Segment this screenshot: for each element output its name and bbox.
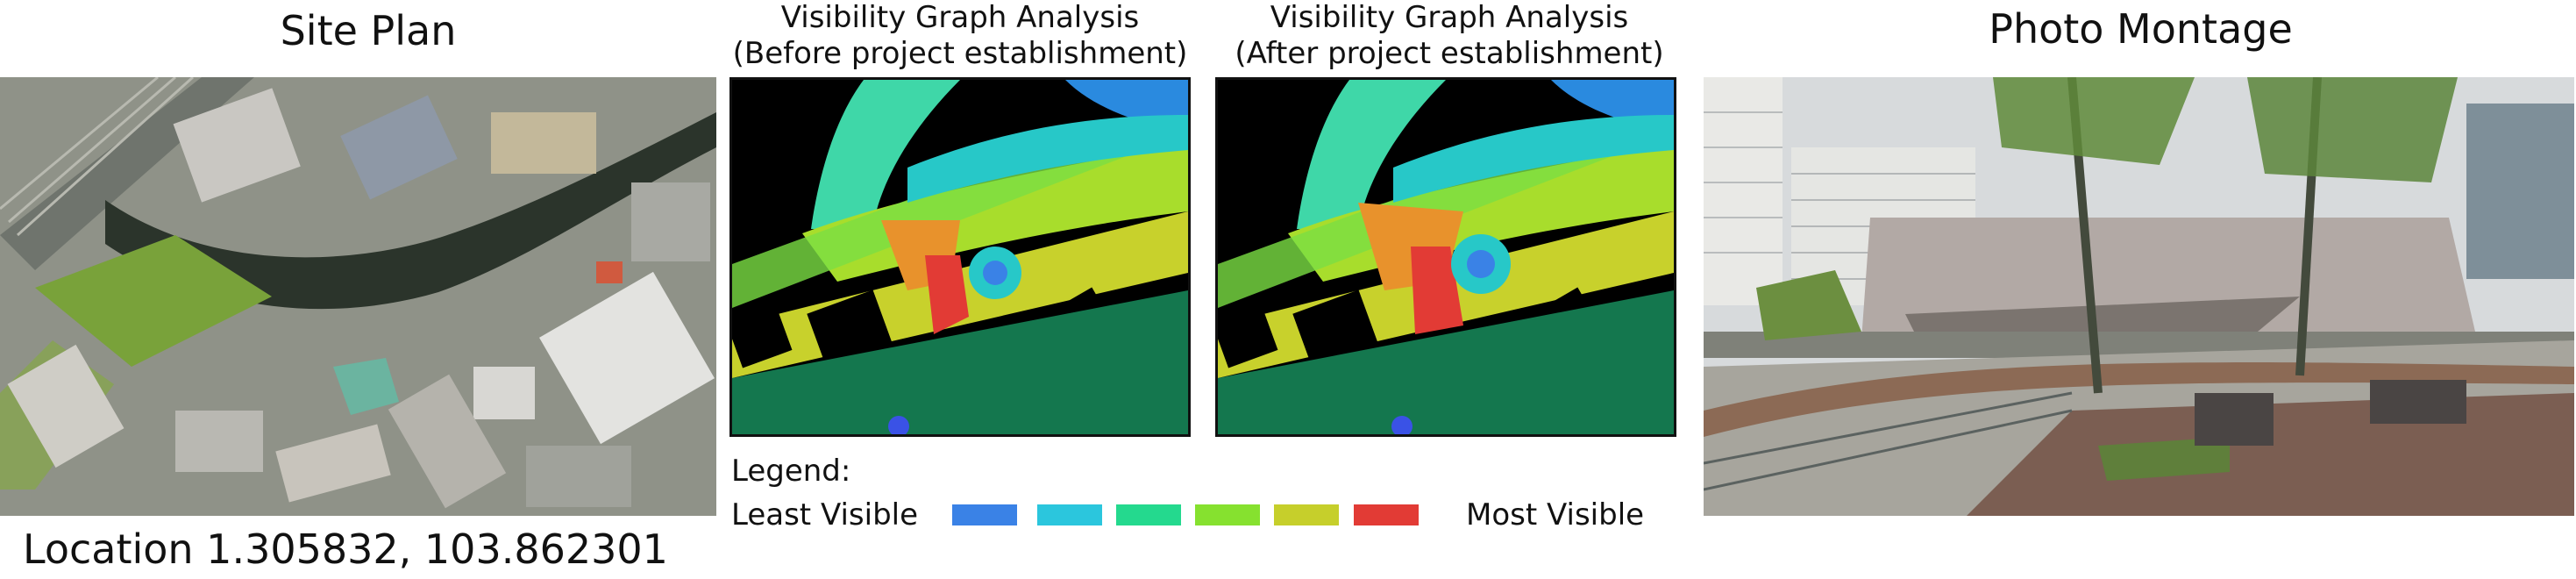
vga-before-map <box>729 77 1191 437</box>
photo-montage-image <box>1704 77 2574 516</box>
legend-least-label: Least Visible <box>731 497 919 533</box>
photo-montage-illustration <box>1704 77 2574 516</box>
photo-montage-title: Photo Montage <box>1989 5 2293 53</box>
site-plan-image <box>0 77 716 516</box>
vga-before-heatmap <box>732 80 1188 434</box>
legend-swatch-6 <box>1354 504 1419 525</box>
legend-swatch-1 <box>952 504 1017 525</box>
vga-before-title-line1: Visibility Graph Analysis <box>780 0 1140 35</box>
vga-before-title: Visibility Graph Analysis (Before projec… <box>728 0 1192 72</box>
legend-swatch-5 <box>1274 504 1339 525</box>
vga-after-title-line1: Visibility Graph Analysis <box>1270 0 1629 35</box>
legend-swatch-3 <box>1116 504 1181 525</box>
vga-before-title-line2: (Before project establishment) <box>732 35 1188 71</box>
aerial-map-illustration <box>0 77 716 516</box>
legend-swatch-4 <box>1195 504 1260 525</box>
location-label: Location 1.305832, 103.862301 <box>23 525 668 573</box>
legend-heading: Legend: <box>731 454 851 489</box>
legend-swatch-2 <box>1037 504 1102 525</box>
vga-after-title: Visibility Graph Analysis (After project… <box>1217 0 1682 72</box>
vga-after-title-line2: (After project establishment) <box>1235 35 1664 71</box>
legend-most-label: Most Visible <box>1466 497 1645 533</box>
vga-after-heatmap <box>1218 80 1674 434</box>
vga-after-map <box>1215 77 1676 437</box>
site-plan-title: Site Plan <box>280 7 457 54</box>
